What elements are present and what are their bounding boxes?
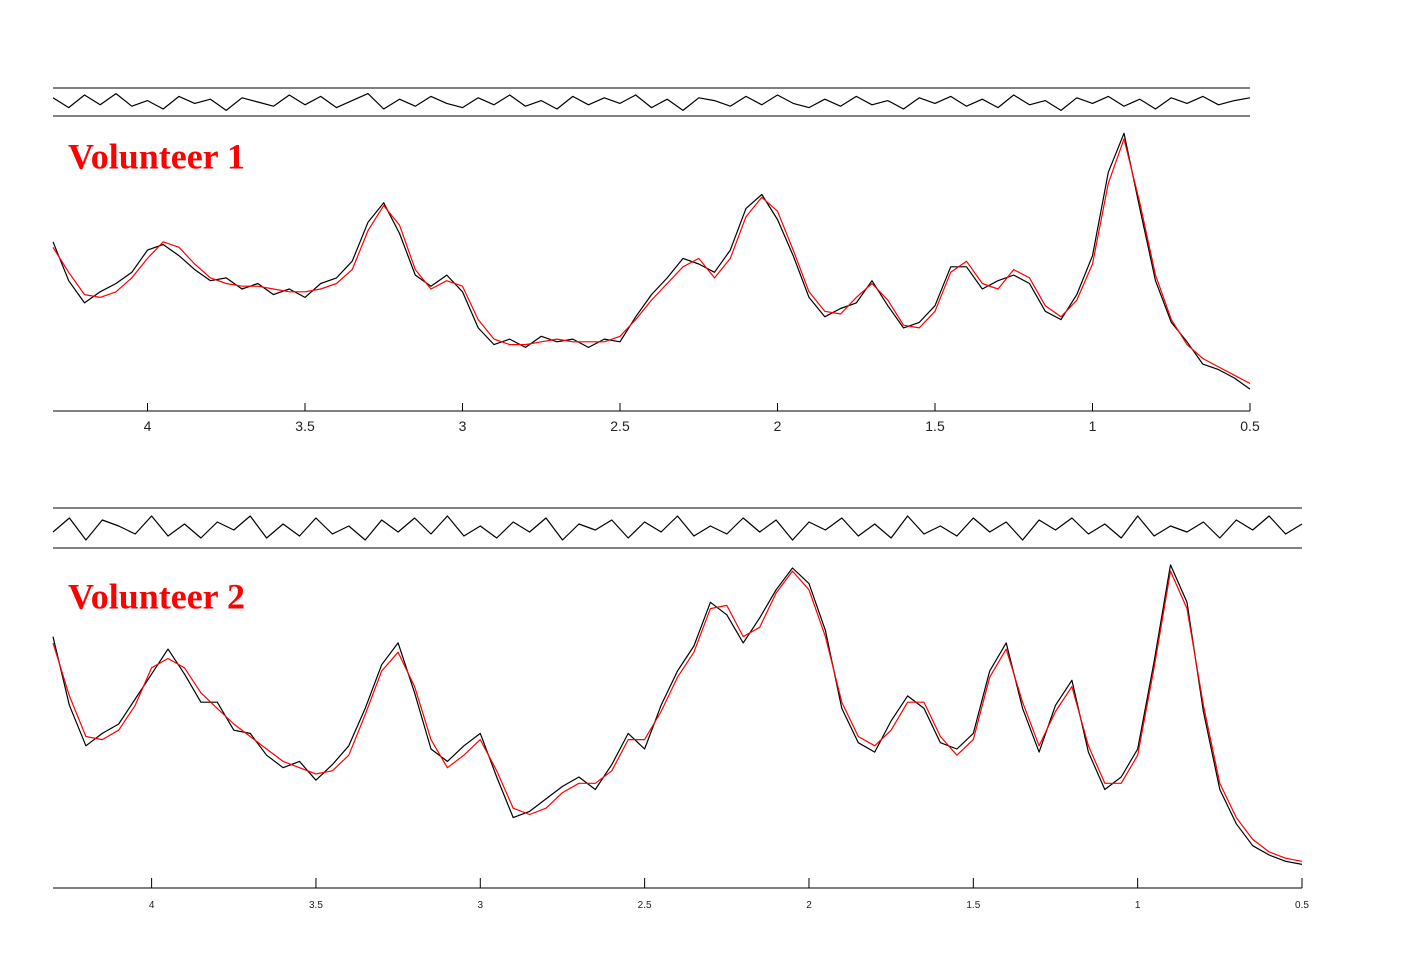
spectrum-line <box>52 564 1303 865</box>
spectrum-line <box>52 132 1251 390</box>
spectrum-line <box>52 138 1251 385</box>
x-tick-label: 2.5 <box>638 900 652 911</box>
x-tick-label: 4 <box>149 900 155 911</box>
spectrum-line <box>52 570 1303 862</box>
x-tick-label: 0.5 <box>1240 418 1260 434</box>
x-tick-label: 3.5 <box>295 418 315 434</box>
residual-line <box>52 515 1303 541</box>
x-tick-label: 1.5 <box>966 900 980 911</box>
x-tick-label: 4 <box>144 418 152 434</box>
x-tick-label: 3 <box>478 900 484 911</box>
x-tick-label: 0.5 <box>1295 900 1309 911</box>
x-tick-label: 3 <box>459 418 467 434</box>
chart-title: Volunteer 1 <box>68 136 245 176</box>
x-tick-label: 2 <box>806 900 812 911</box>
residual-line <box>52 93 1251 111</box>
x-tick-label: 1 <box>1089 418 1097 434</box>
x-tick-label: 1.5 <box>925 418 945 434</box>
x-tick-label: 1 <box>1135 900 1141 911</box>
x-tick-label: 3.5 <box>309 900 323 911</box>
chart-title: Volunteer 2 <box>68 576 245 616</box>
x-tick-label: 2.5 <box>610 418 630 434</box>
x-tick-label: 2 <box>774 418 782 434</box>
